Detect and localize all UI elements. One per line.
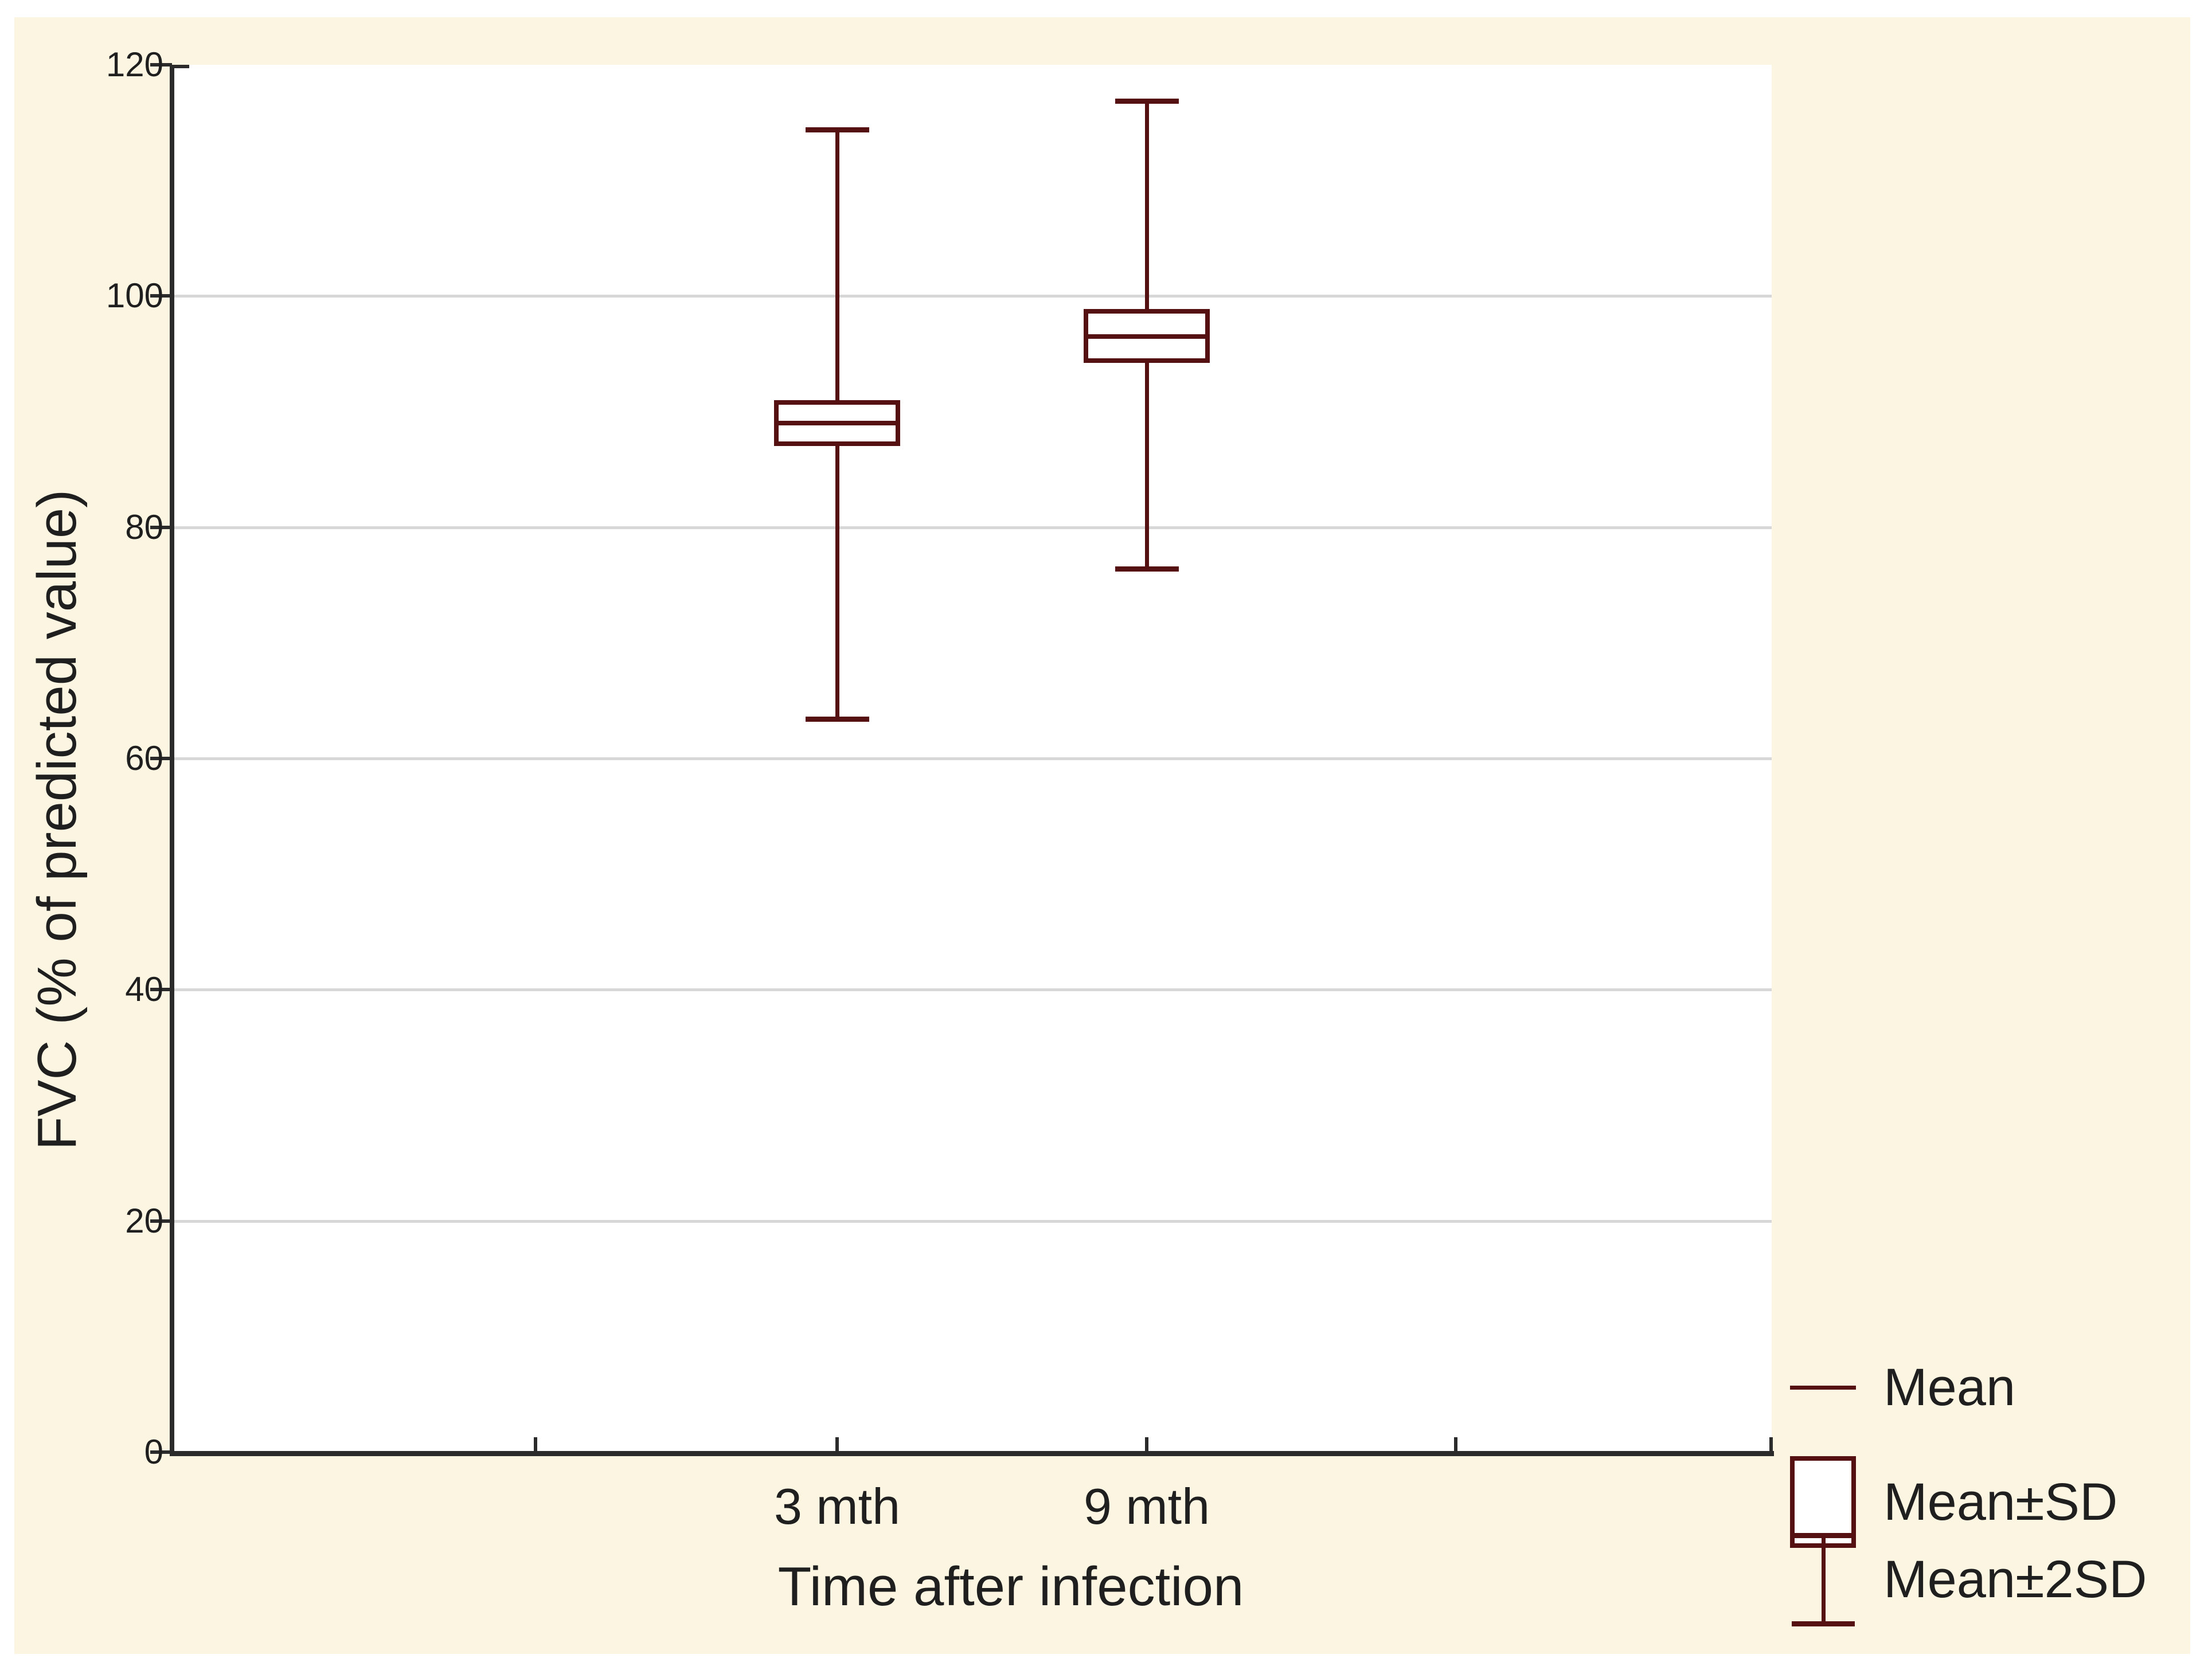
mean-line [1088, 334, 1205, 339]
y-tick-mark [150, 525, 172, 529]
x-axis-right-endcap [1769, 1437, 1773, 1452]
y-tick-label: 20 [125, 1201, 163, 1240]
whisker-cap-bottom [1115, 566, 1179, 572]
x-tick-mark [1145, 1437, 1148, 1452]
x-axis-title: Time after infection [777, 1556, 1244, 1617]
legend-whisker-cap-top [1791, 1533, 1855, 1538]
y-tick-label: 40 [125, 970, 163, 1009]
legend-label-mean-sd: Mean±SD [1883, 1473, 2118, 1531]
y-axis-title: FVC (% of predicted value) [26, 489, 88, 1151]
legend-label-mean-2sd: Mean±2SD [1883, 1550, 2147, 1609]
y-tick-mark [150, 63, 172, 67]
y-tick-mark [150, 294, 172, 298]
whisker-cap-top [1115, 98, 1179, 104]
y-tick-label: 60 [125, 739, 163, 777]
y-tick-mark [150, 1450, 172, 1454]
y-tick-label: 80 [125, 507, 163, 546]
y-gridline [174, 757, 1772, 760]
legend-label-mean: Mean [1883, 1358, 2016, 1417]
x-category-label: 9 mth [1083, 1478, 1210, 1535]
y-tick-label: 0 [144, 1433, 163, 1471]
y-gridline [174, 1219, 1772, 1223]
legend-whisker-cap-bottom [1791, 1621, 1855, 1626]
x-tick-mark [1454, 1437, 1457, 1452]
x-tick-mark [835, 1437, 839, 1452]
legend-mean-line-glyph [1790, 1386, 1856, 1390]
y-axis-top-endcap [172, 65, 189, 68]
x-category-label: 3 mth [773, 1478, 901, 1535]
y-tick-mark [150, 1219, 172, 1223]
y-tick-label: 120 [105, 45, 163, 84]
y-axis-line [170, 65, 174, 1456]
mean-line [779, 421, 896, 426]
legend-whisker-glyph [1821, 1535, 1826, 1624]
x-axis-line [170, 1451, 1774, 1456]
whisker-cap-bottom [805, 717, 869, 722]
y-gridline [174, 988, 1772, 992]
y-tick-label: 100 [105, 276, 163, 315]
y-tick-mark [150, 757, 172, 760]
whisker-cap-top [805, 127, 869, 132]
x-tick-mark [534, 1437, 537, 1452]
y-gridline [174, 295, 1772, 298]
y-gridline [174, 526, 1772, 529]
y-tick-mark [150, 988, 172, 992]
